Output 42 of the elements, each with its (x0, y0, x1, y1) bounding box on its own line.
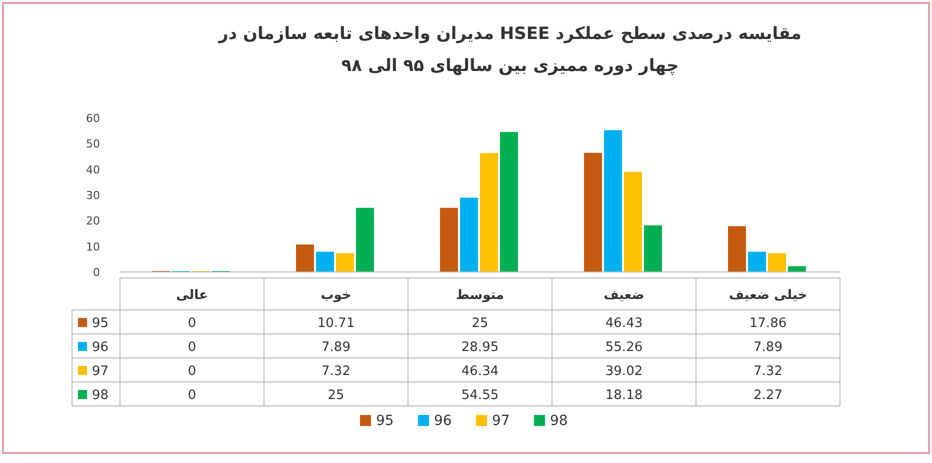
data-label: 46.43 (605, 316, 643, 331)
y-tick-label: 10 (86, 240, 100, 254)
data-label: 7.32 (754, 364, 782, 379)
legend-label: 96 (92, 340, 109, 355)
data-label: 2.27 (754, 388, 782, 403)
data-label: 0 (188, 340, 196, 355)
data-label: 7.89 (754, 340, 782, 355)
text: 98 (92, 388, 109, 403)
data-label: 54.55 (461, 388, 499, 403)
data-label: 7.32 (322, 364, 350, 379)
data-label: 0 (188, 316, 196, 331)
y-tick-label: 20 (86, 214, 100, 228)
legend-item: 95 (360, 413, 394, 429)
legend-item: 97 (476, 413, 510, 429)
x-tick-label: عالی (176, 288, 208, 303)
legend-item: 96 (418, 413, 452, 429)
y-tick-label: 0 (93, 266, 100, 279)
data-label: 25 (328, 388, 344, 403)
x-tick-label: ضعیف (604, 288, 644, 303)
x-tick-label: خوب (320, 288, 352, 303)
data-label: 28.95 (461, 340, 499, 355)
data-label: 18.18 (605, 388, 643, 403)
data-label: 25 (472, 316, 488, 331)
data-label: 17.86 (749, 316, 787, 331)
data-label: 39.02 (605, 364, 643, 379)
data-label: 46.34 (461, 364, 499, 379)
legend-label: 95 (92, 316, 109, 331)
y-tick-label: 50 (86, 138, 100, 151)
y-tick-label: 30 (86, 189, 100, 202)
legend-label: 98 (550, 413, 568, 429)
data-label: 0 (188, 388, 196, 403)
chart-title: مقایسه درصدی سطح عملکرد HSEE مدیران واحدهای تابعه سازمان در چهار دوره ممیزی بین سالهای ۹۵ الی ۹۸ (216, 23, 802, 78)
y-tick-label: 40 (86, 163, 100, 176)
data-label: 10.71 (317, 316, 355, 331)
legend-item: 98 (534, 413, 568, 429)
data-label: 7.89 (322, 340, 350, 355)
x-tick-label: متوسط (456, 288, 504, 303)
data-label: 0 (188, 364, 196, 379)
data-label: 55.26 (605, 340, 643, 355)
x-tick-label: خیلی ضعیف (728, 288, 808, 303)
legend-label: 97 (92, 364, 109, 379)
y-tick-label: 60 (86, 112, 100, 125)
